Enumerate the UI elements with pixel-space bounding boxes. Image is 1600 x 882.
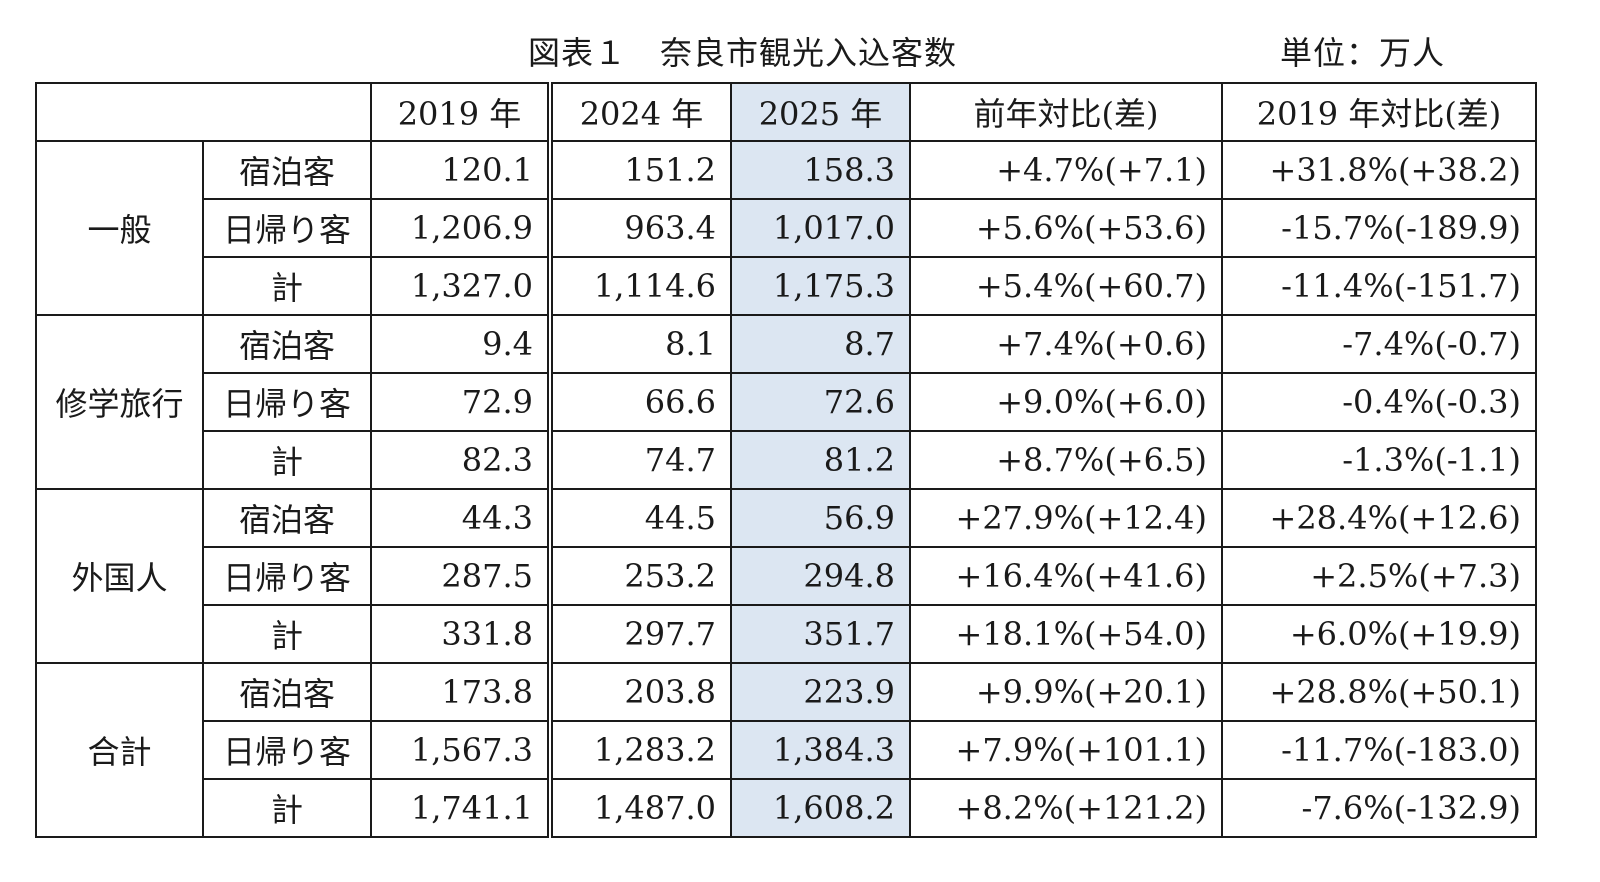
value-2019: 120.1 [370, 140, 551, 200]
header-row: 2019 年 2024 年 2025 年 前年対比(差) 2019 年対比(差) [35, 82, 1537, 142]
value-2024: 8.1 [547, 314, 732, 374]
category-label: 日帰り客 [202, 546, 372, 606]
group-label: 合計 [35, 662, 204, 838]
value-yoy: +7.4%(+0.6) [909, 314, 1223, 374]
unit-label: 単位：万人 [1280, 34, 1446, 72]
table-row: 計 82.3 74.7 81.2 +8.7%(+6.5) -1.3%(-1.1) [36, 430, 1537, 490]
group-label: 外国人 [35, 488, 204, 664]
value-vs2019: +28.8%(+50.1) [1221, 662, 1537, 722]
table-row: 計 1,327.0 1,114.6 1,175.3 +5.4%(+60.7) -… [36, 256, 1537, 316]
value-2025: 81.2 [730, 430, 911, 490]
value-vs2019: +28.4%(+12.6) [1221, 488, 1537, 548]
value-2025: 1,608.2 [730, 778, 911, 838]
header-vs2019: 2019 年対比(差) [1221, 82, 1537, 142]
category-label: 日帰り客 [202, 198, 372, 258]
category-label: 計 [202, 604, 372, 664]
value-vs2019: -0.4%(-0.3) [1221, 372, 1537, 432]
value-2019: 1,206.9 [370, 198, 551, 258]
value-vs2019: +6.0%(+19.9) [1221, 604, 1537, 664]
value-2019: 1,327.0 [370, 256, 551, 316]
table-row: 一般 宿泊客 120.1 151.2 158.3 +4.7%(+7.1) +31… [35, 140, 1537, 316]
table-row: 計 1,741.1 1,487.0 1,608.2 +8.2%(+121.2) … [36, 778, 1537, 838]
value-2025: 294.8 [730, 546, 911, 606]
header-2019: 2019 年 [370, 82, 551, 142]
value-2024: 66.6 [547, 372, 732, 432]
value-yoy: +9.0%(+6.0) [909, 372, 1223, 432]
value-2019: 331.8 [370, 604, 551, 664]
value-2024: 74.7 [547, 430, 732, 490]
value-vs2019: +31.8%(+38.2) [1221, 140, 1537, 200]
group-label: 修学旅行 [35, 314, 204, 490]
category-label: 宿泊客 [202, 662, 372, 722]
value-2025: 56.9 [730, 488, 911, 548]
table-row: 日帰り客 287.5 253.2 294.8 +16.4%(+41.6) +2.… [36, 546, 1537, 606]
table-row: 日帰り客 1,567.3 1,283.2 1,384.3 +7.9%(+101.… [36, 720, 1537, 780]
value-yoy: +16.4%(+41.6) [909, 546, 1223, 606]
value-2019: 9.4 [370, 314, 551, 374]
header-yoy: 前年対比(差) [909, 82, 1223, 142]
category-label: 日帰り客 [202, 372, 372, 432]
table-title: 図表１ 奈良市観光入込客数 [528, 34, 958, 72]
category-label: 宿泊客 [202, 488, 372, 548]
category-label: 宿泊客 [202, 314, 372, 374]
value-2019: 82.3 [370, 430, 551, 490]
value-2019: 1,567.3 [370, 720, 551, 780]
category-label: 計 [202, 778, 372, 838]
header-2025: 2025 年 [730, 82, 911, 142]
value-yoy: +5.6%(+53.6) [909, 198, 1223, 258]
value-2025: 1,017.0 [730, 198, 911, 258]
value-yoy: +8.2%(+121.2) [909, 778, 1223, 838]
value-2025: 351.7 [730, 604, 911, 664]
value-vs2019: +2.5%(+7.3) [1221, 546, 1537, 606]
value-2025: 1,175.3 [730, 256, 911, 316]
header-blank [35, 82, 372, 142]
category-label: 宿泊客 [202, 140, 372, 200]
category-label: 日帰り客 [202, 720, 372, 780]
value-yoy: +27.9%(+12.4) [909, 488, 1223, 548]
value-2024: 203.8 [547, 662, 732, 722]
visitor-table: 2019 年 2024 年 2025 年 前年対比(差) 2019 年対比(差)… [35, 82, 1537, 838]
value-yoy: +5.4%(+60.7) [909, 256, 1223, 316]
value-vs2019: -15.7%(-189.9) [1221, 198, 1537, 258]
table-row: 修学旅行 宿泊客 9.4 8.1 8.7 +7.4%(+0.6) -7.4%(-… [35, 314, 1537, 490]
value-2019: 287.5 [370, 546, 551, 606]
value-2024: 1,114.6 [547, 256, 732, 316]
value-yoy: +4.7%(+7.1) [909, 140, 1223, 200]
value-2019: 44.3 [370, 488, 551, 548]
header-2024: 2024 年 [547, 82, 732, 142]
value-vs2019: -11.4%(-151.7) [1221, 256, 1537, 316]
group-label: 一般 [35, 140, 204, 316]
value-2025: 72.6 [730, 372, 911, 432]
table-row: 日帰り客 72.9 66.6 72.6 +9.0%(+6.0) -0.4%(-0… [36, 372, 1537, 432]
value-2019: 72.9 [370, 372, 551, 432]
value-yoy: +8.7%(+6.5) [909, 430, 1223, 490]
value-2024: 1,487.0 [547, 778, 732, 838]
table-row: 合計 宿泊客 173.8 203.8 223.9 +9.9%(+20.1) +2… [35, 662, 1537, 838]
value-vs2019: -11.7%(-183.0) [1221, 720, 1537, 780]
value-2025: 8.7 [730, 314, 911, 374]
value-2024: 1,283.2 [547, 720, 732, 780]
value-2024: 151.2 [547, 140, 732, 200]
value-2025: 158.3 [730, 140, 911, 200]
value-2024: 44.5 [547, 488, 732, 548]
value-yoy: +7.9%(+101.1) [909, 720, 1223, 780]
value-vs2019: -1.3%(-1.1) [1221, 430, 1537, 490]
value-2019: 173.8 [370, 662, 551, 722]
value-2024: 297.7 [547, 604, 732, 664]
value-vs2019: -7.6%(-132.9) [1221, 778, 1537, 838]
value-vs2019: -7.4%(-0.7) [1221, 314, 1537, 374]
value-yoy: +18.1%(+54.0) [909, 604, 1223, 664]
value-2024: 963.4 [547, 198, 732, 258]
value-2025: 1,384.3 [730, 720, 911, 780]
value-2019: 1,741.1 [370, 778, 551, 838]
category-label: 計 [202, 430, 372, 490]
table-row: 外国人 宿泊客 44.3 44.5 56.9 +27.9%(+12.4) +28… [35, 488, 1537, 664]
value-2024: 253.2 [547, 546, 732, 606]
table-row: 計 331.8 297.7 351.7 +18.1%(+54.0) +6.0%(… [36, 604, 1537, 664]
value-yoy: +9.9%(+20.1) [909, 662, 1223, 722]
category-label: 計 [202, 256, 372, 316]
table-row: 日帰り客 1,206.9 963.4 1,017.0 +5.6%(+53.6) … [36, 198, 1537, 258]
value-2025: 223.9 [730, 662, 911, 722]
